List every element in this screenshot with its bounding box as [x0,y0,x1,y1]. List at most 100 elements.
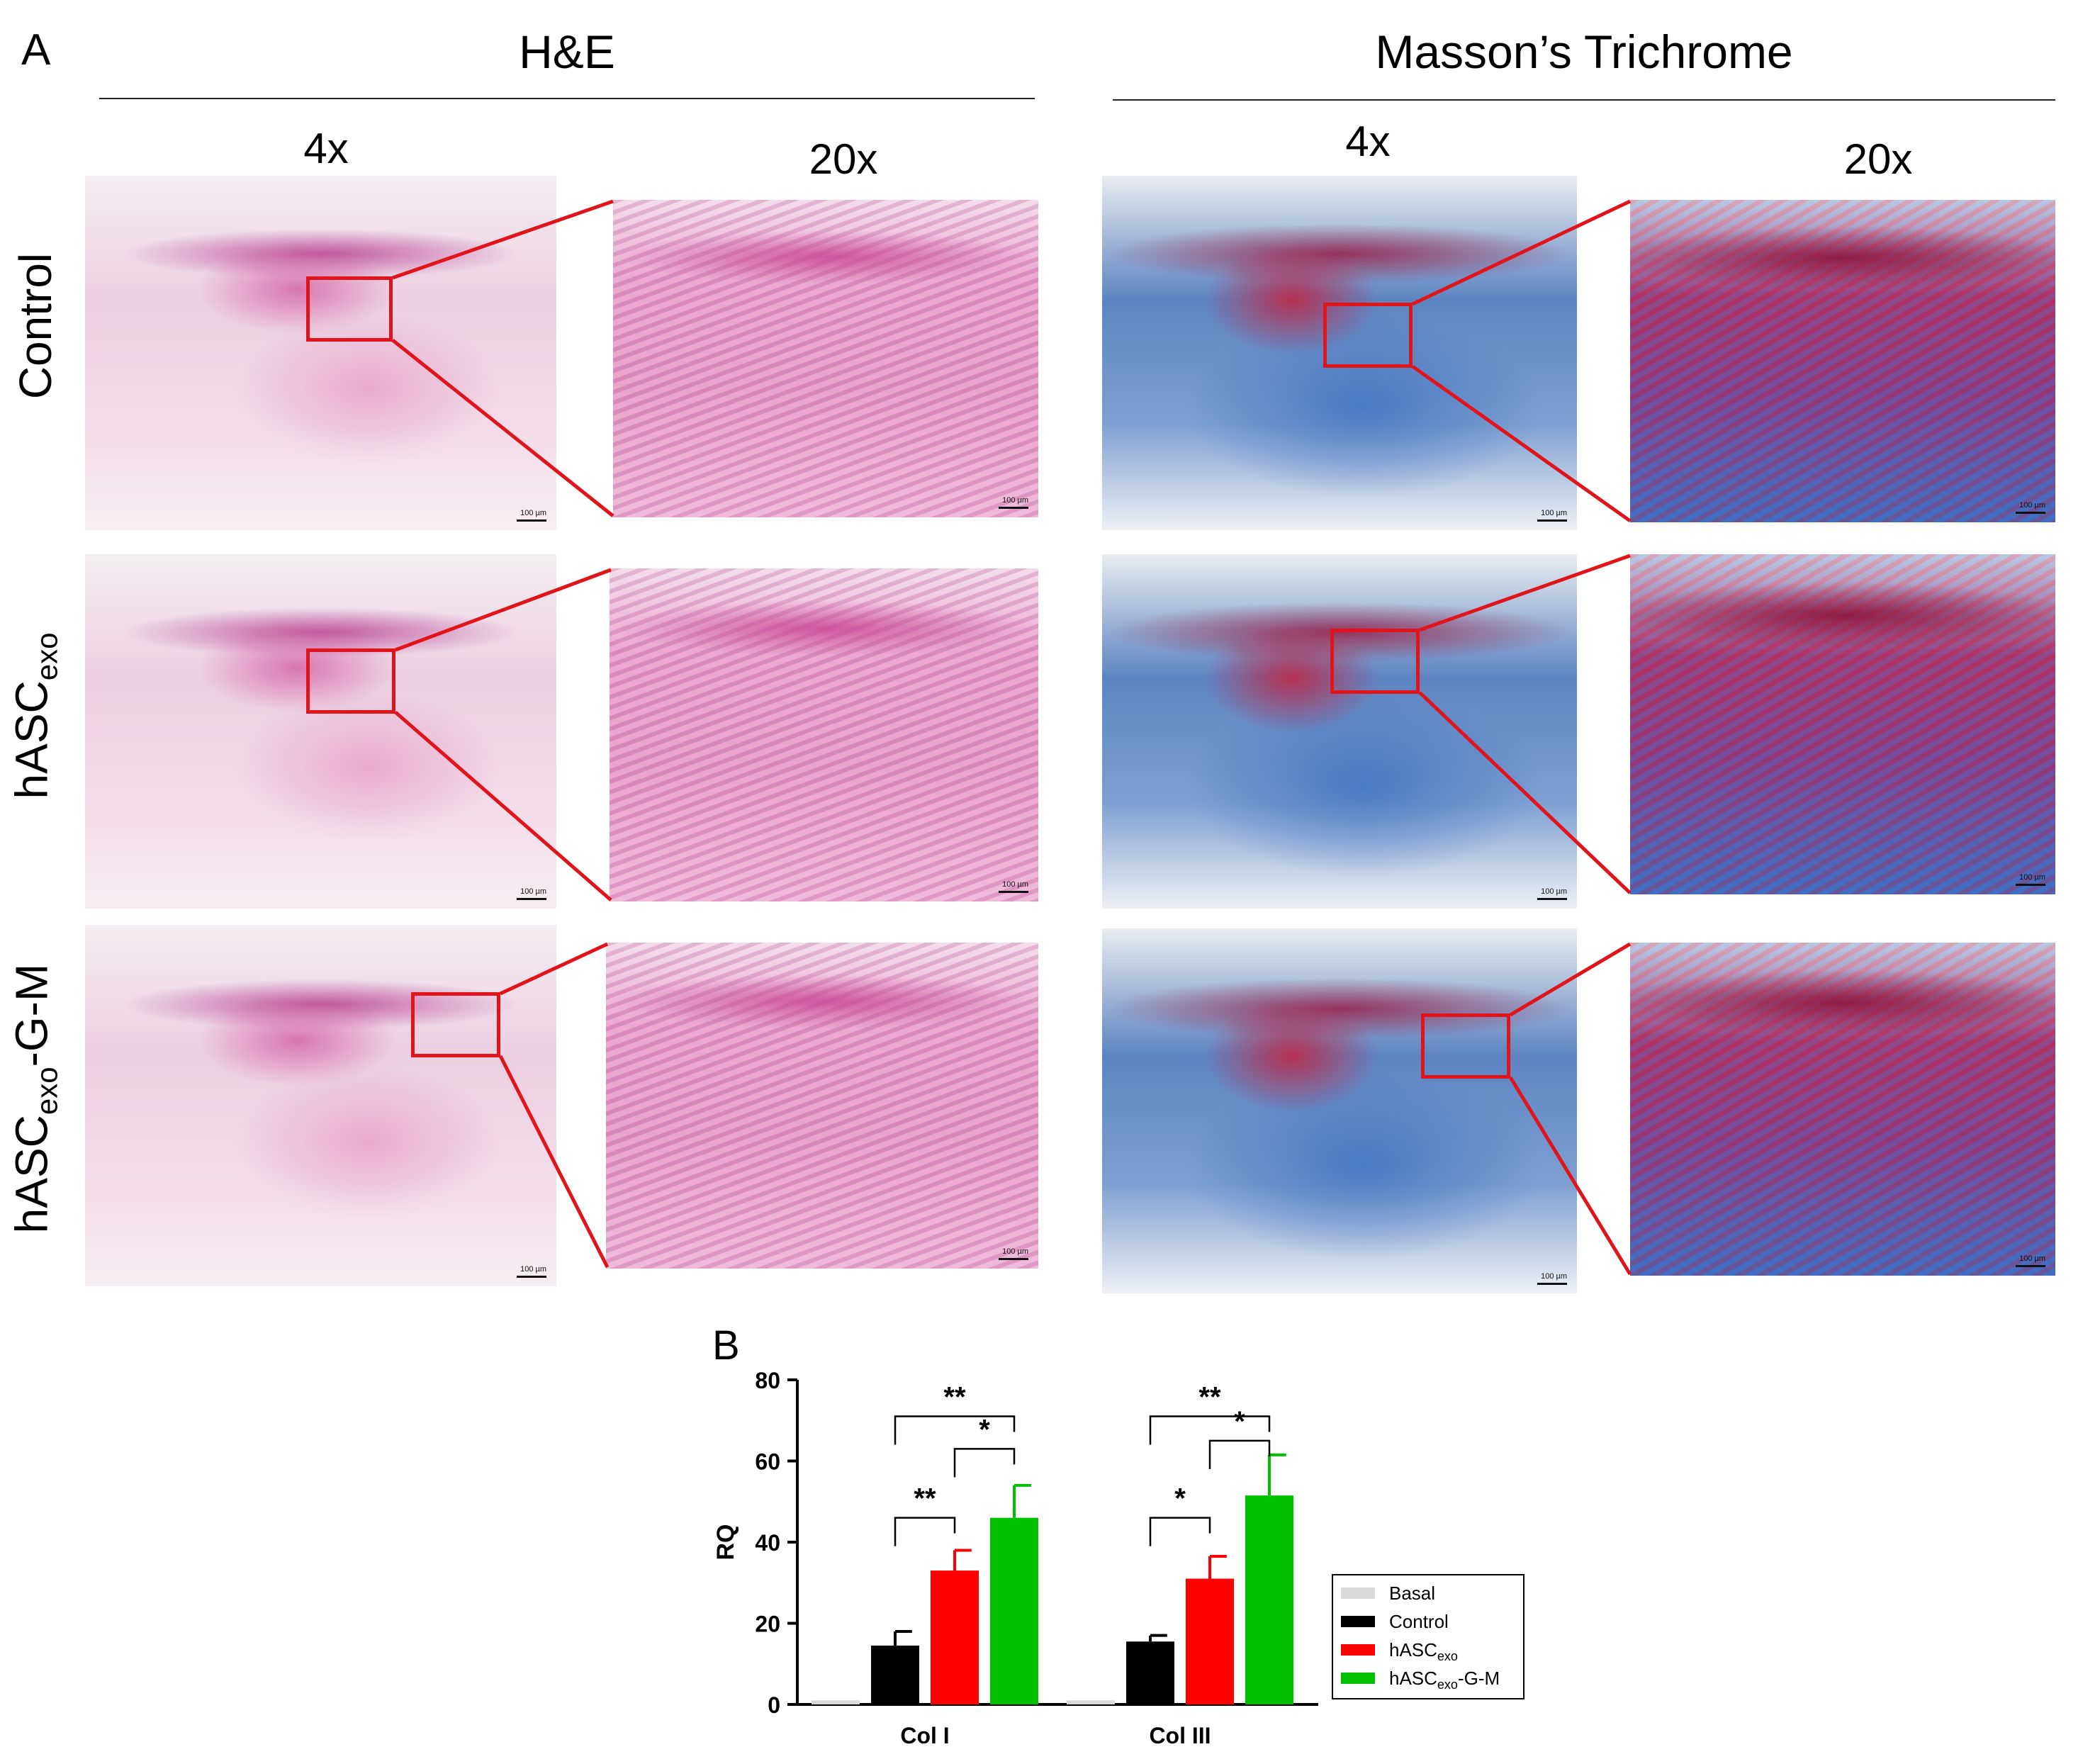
zoom-line [392,199,614,280]
zoom-line [498,1055,610,1269]
scale-bar [517,898,546,900]
bar-basal [1067,1700,1115,1704]
significance-bracket [953,1448,1016,1478]
micrograph-hascexo-mt-4x: 100 µm [1102,554,1577,909]
scale-label: 100 µm [2019,501,2045,510]
bar-hascexo-g-m [1245,1495,1293,1704]
zoom-box-hascexo-mt [1330,629,1420,694]
scale-label: 100 µm [520,509,546,517]
zoom-box-hascexo-he [306,648,395,714]
bar-hascexo [931,1570,979,1704]
zoom-line [1509,942,1632,1017]
mt-20x-label: 20x [1843,135,1913,183]
micrograph-hascexo-mt-20x: 100 µm [1630,554,2055,894]
zoom-line [1418,691,1632,894]
scale-bar [517,1276,546,1278]
bar-basal [812,1700,860,1704]
significance-bracket [894,1517,956,1546]
scale-label: 100 µm [1002,496,1028,505]
x-tick-label: Col I [900,1723,949,1748]
micrograph-control-mt-4x: 100 µm [1102,176,1577,530]
y-axis-label: RQ [712,1524,739,1561]
y-tick-label: 0 [768,1692,780,1718]
significance-label: ** [914,1483,936,1514]
scale-bar [1537,898,1567,900]
significance-bracket [1149,1517,1211,1546]
legend-swatch [1341,1616,1375,1627]
legend-swatch [1341,1587,1375,1599]
zoom-box-hascexo-g-m-he [411,992,500,1057]
panel-b-letter: B [712,1322,740,1369]
y-tick-label: 40 [755,1530,780,1556]
he-section-title: H&E [519,26,615,78]
legend-box [1332,1574,1525,1699]
y-tick-label: 60 [755,1449,780,1475]
micrograph-control-mt-20x: 100 µm [1630,200,2055,522]
scale-label: 100 µm [1541,887,1567,896]
micrograph-hascexo-g-m-mt-4x: 100 µm [1102,928,1577,1293]
zoom-box-hascexo-g-m-mt [1421,1013,1510,1079]
x-tick-label: Col III [1149,1723,1211,1748]
legend-swatch [1341,1673,1375,1684]
legend-label: hASCexo-G-M [1389,1668,1500,1692]
scale-bar [2016,512,2045,514]
scale-bar [1537,519,1567,522]
zoom-box-control-mt [1323,303,1413,368]
zoom-line [1419,553,1631,632]
scale-label: 100 µm [520,1265,546,1274]
scale-label: 100 µm [1541,509,1567,517]
he-4x-label: 4x [303,125,349,172]
scale-bar [2016,884,2045,886]
significance-bracket [1208,1439,1271,1469]
scale-bar [999,507,1028,509]
micrograph-hascexo-he-20x: 100 µm [610,568,1038,901]
panel-a-letter: A [21,26,51,74]
scale-bar [517,519,546,522]
scale-bar [999,891,1028,893]
mt-section-title: Masson’s Trichrome [1375,26,1793,78]
mt-4x-label: 4x [1345,118,1391,165]
legend-swatch [1341,1644,1375,1656]
scale-label: 100 µm [1541,1272,1567,1281]
significance-label: * [1234,1406,1245,1437]
scale-label: 100 µm [1002,880,1028,889]
scale-bar [2016,1265,2045,1267]
scale-label: 100 µm [1002,1247,1028,1256]
significance-label: * [1174,1483,1186,1514]
scale-label: 100 µm [2019,1254,2045,1263]
micrograph-control-he-4x: 100 µm [85,176,556,530]
zoom-connectors [391,199,1632,1276]
zoom-line [391,339,614,517]
y-tick-label: 80 [755,1368,780,1393]
zoom-line [1508,1076,1632,1276]
significance-bracket [894,1415,1016,1445]
scale-label: 100 µm [2019,873,2045,882]
bar-hascexo [1186,1578,1234,1704]
significance-label: * [979,1414,990,1445]
significance-bracket [1149,1415,1271,1445]
micrograph-hascexo-g-m-he-4x: 100 µm [85,925,556,1286]
micrograph-hascexo-he-4x: 100 µm [85,554,556,909]
bar-control [1126,1641,1174,1704]
legend-label: Basal [1389,1583,1435,1604]
zoom-line [1411,199,1632,306]
y-tick-label: 20 [755,1612,780,1637]
micrograph-hascexo-g-m-he-20x: 100 µm [606,943,1038,1269]
micrograph-hascexo-g-m-mt-20x: 100 µm [1630,943,2055,1276]
legend-label: Control [1389,1611,1449,1632]
legend-label: hASCexo [1389,1639,1458,1663]
significance-label: ** [943,1382,966,1413]
zoom-box-control-he [306,276,393,342]
zoom-line [395,568,612,652]
bar-control [871,1645,919,1704]
micrograph-control-he-20x: 100 µm [613,200,1038,517]
scale-bar [1537,1283,1567,1285]
mt-section-rule [1113,99,2055,101]
zoom-line [499,942,609,996]
he-20x-label: 20x [809,135,878,183]
scale-label: 100 µm [520,887,546,896]
he-section-rule [99,98,1035,99]
bar-hascexo-g-m [990,1517,1038,1704]
zoom-line [1411,364,1632,523]
significance-label: ** [1198,1382,1221,1413]
